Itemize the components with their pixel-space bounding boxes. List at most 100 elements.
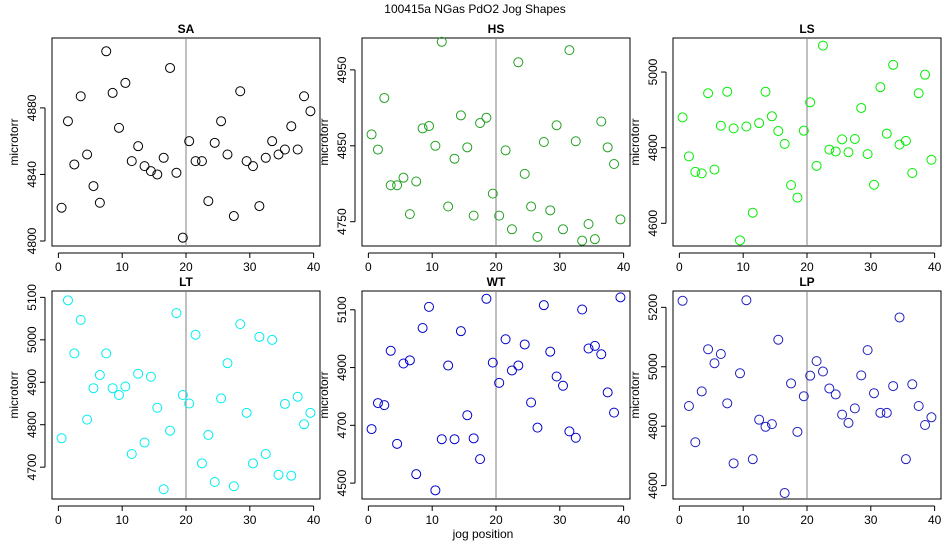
data-point — [171, 167, 182, 178]
data-point — [62, 116, 73, 127]
data-point — [69, 159, 80, 170]
data-point — [881, 407, 892, 418]
data-point — [773, 126, 784, 137]
x-tick-label: 0 — [55, 513, 62, 527]
data-point — [920, 420, 931, 431]
data-point — [372, 144, 383, 155]
data-point — [171, 308, 182, 319]
x-tick-label: 20 — [489, 513, 503, 527]
data-point — [856, 102, 867, 113]
data-point — [862, 345, 873, 356]
data-point — [754, 118, 765, 129]
data-point — [260, 152, 271, 163]
data-point — [888, 381, 899, 392]
data-point — [139, 437, 150, 448]
data-point — [424, 301, 434, 312]
data-point — [786, 378, 797, 389]
data-point — [286, 470, 297, 481]
data-point — [766, 419, 777, 430]
data-point — [513, 57, 524, 68]
y-tick-label: 4750 — [335, 208, 349, 235]
panel-wt: WT microtorr 0 10 20 30 40 4500 4700 4900 5100 — [317, 275, 631, 527]
data-point — [299, 419, 310, 430]
data-point — [411, 469, 422, 480]
y-tick-label: 4800 — [646, 134, 660, 161]
data-point — [404, 355, 415, 366]
data-point — [120, 381, 131, 392]
data-point — [920, 69, 931, 80]
data-point — [101, 348, 112, 359]
data-point — [696, 386, 707, 397]
y-tick-label: 4800 — [646, 413, 660, 440]
data-point — [56, 433, 67, 444]
data-point — [462, 142, 473, 153]
panel-title: HS — [488, 22, 505, 36]
data-point — [583, 218, 594, 229]
data-point — [545, 346, 556, 357]
data-point — [741, 121, 752, 132]
data-point — [805, 370, 816, 381]
data-point — [538, 300, 549, 311]
data-point — [824, 144, 835, 155]
data-point — [366, 129, 377, 140]
data-point — [869, 179, 879, 190]
data-point — [209, 137, 220, 148]
data-point — [741, 295, 752, 306]
data-point — [760, 86, 771, 97]
y-tick-label: 4600 — [646, 210, 660, 237]
data-point — [69, 348, 80, 359]
y-tick-label: 4800 — [25, 411, 39, 438]
data-point — [862, 149, 873, 160]
y-tick-label: 4600 — [646, 472, 660, 499]
data-point — [235, 86, 246, 97]
data-point — [411, 176, 422, 187]
data-point — [798, 125, 809, 136]
data-point — [475, 454, 486, 465]
data-point — [430, 485, 441, 496]
data-point — [766, 111, 777, 122]
data-point — [404, 209, 415, 220]
data-point — [101, 46, 112, 57]
data-point — [436, 434, 447, 445]
data-point — [248, 458, 258, 469]
data-point — [196, 458, 207, 469]
data-point — [837, 409, 848, 420]
x-tick-label: 0 — [365, 260, 372, 274]
x-tick-label: 40 — [617, 260, 631, 274]
data-point — [875, 407, 886, 418]
data-point — [267, 334, 278, 345]
data-point — [798, 391, 809, 402]
data-point — [869, 388, 879, 399]
data-point — [152, 402, 163, 413]
data-point — [487, 357, 498, 368]
data-point — [779, 138, 790, 149]
y-tick-label: 4700 — [25, 453, 39, 480]
data-point — [583, 343, 594, 354]
x-tick-label: 0 — [55, 260, 62, 274]
panel-lt: LT microtorr 0 10 20 30 40 4700 4800 4900 5000 5100 — [7, 275, 321, 527]
data-point — [792, 192, 803, 203]
data-point — [88, 181, 99, 192]
data-point — [900, 135, 911, 146]
data-point — [856, 370, 867, 381]
x-tick-label: 40 — [928, 260, 942, 274]
data-point — [216, 393, 227, 404]
data-point — [120, 77, 131, 88]
data-point — [735, 235, 745, 246]
data-point — [443, 360, 454, 371]
data-point — [75, 91, 86, 102]
x-tick-label: 30 — [864, 513, 878, 527]
data-point — [305, 106, 316, 117]
y-axis-label: microtorr — [7, 371, 21, 418]
data-point — [165, 62, 176, 73]
data-point — [114, 390, 124, 400]
data-point — [545, 205, 556, 216]
data-point — [494, 377, 505, 388]
data-point — [379, 92, 390, 103]
y-axis-label: microtorr — [628, 371, 642, 418]
data-point — [133, 141, 144, 152]
data-point — [292, 391, 303, 402]
x-tick-label: 20 — [179, 513, 193, 527]
data-point — [88, 383, 99, 394]
